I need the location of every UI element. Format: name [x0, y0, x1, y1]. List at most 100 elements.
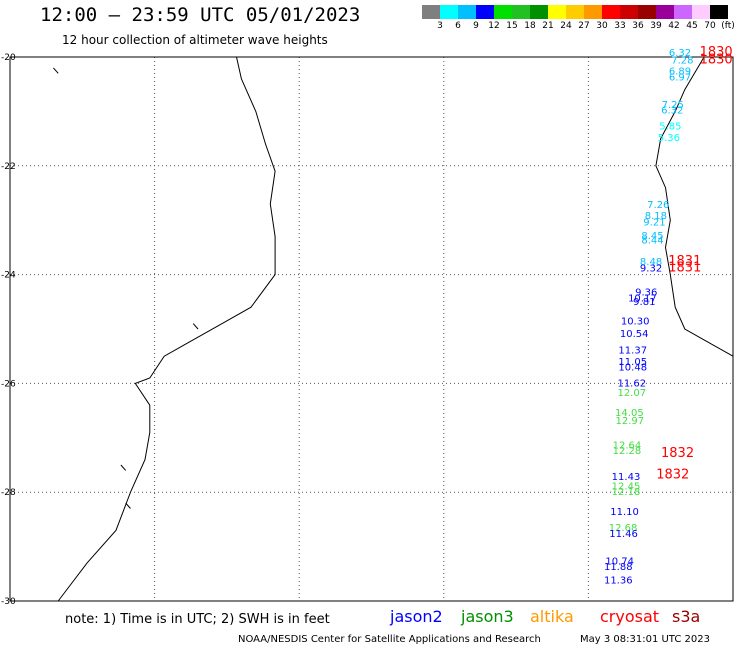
colorbar-swatch — [674, 5, 692, 19]
wave-height-value: 11.62 — [617, 379, 646, 390]
colorbar-swatch — [458, 5, 476, 19]
colorbar-label: 6 — [455, 21, 461, 31]
wave-height-value: 12.45 — [612, 481, 641, 492]
colorbar-swatch — [422, 5, 440, 19]
lat-tick-label: -28 — [1, 488, 16, 498]
wave-observations: 6.327.286.896.977.256.325.855.367.268.18… — [604, 48, 694, 587]
colorbar-swatch — [494, 5, 512, 19]
wave-height-value: 5.85 — [659, 121, 681, 132]
wave-height-value: 12.28 — [613, 446, 642, 457]
colorbar-swatch — [440, 5, 458, 19]
colorbar-swatch — [476, 5, 494, 19]
colorbar-label: 24 — [560, 21, 572, 31]
colorbar — [422, 5, 728, 19]
colorbar-swatch — [548, 5, 566, 19]
colorbar-swatch — [584, 5, 602, 19]
legend-jason3: jason3 — [461, 607, 514, 626]
wave-height-value: 6.89 — [669, 66, 691, 77]
wave-height-value: 8.44 — [641, 236, 663, 247]
legend-s3a: s3a — [672, 607, 701, 626]
wave-height-value: 8.18 — [645, 211, 667, 222]
colorbar-label: (ft) — [721, 21, 735, 31]
lat-tick-label: -26 — [1, 379, 16, 389]
colorbar-swatch — [620, 5, 638, 19]
wave-height-value: 12.97 — [616, 416, 645, 427]
wave-height-value: 11.36 — [604, 576, 633, 587]
wave-height-value: 10.54 — [620, 329, 649, 340]
colorbar-label: 30 — [596, 21, 608, 31]
coastline-island — [120, 464, 127, 471]
colorbar-label: 27 — [578, 21, 590, 31]
colorbar-swatch — [710, 5, 728, 19]
footer-timestamp: May 3 08:31:01 UTC 2023 — [580, 634, 710, 645]
wave-height-value: 7.26 — [647, 200, 669, 211]
legend-jason2: jason2 — [390, 607, 443, 626]
wave-height-value: 9.81 — [633, 297, 655, 308]
colorbar-label: 9 — [473, 21, 479, 31]
wave-height-value: 10.74 — [605, 557, 634, 568]
wave-height-value: 12.64 — [613, 441, 642, 452]
pass-number-label: 1832 — [661, 446, 694, 461]
pass-number-label: 1830 — [700, 45, 733, 60]
wave-height-value: 9.36 — [635, 287, 657, 298]
wave-height-value: 11.37 — [618, 345, 647, 356]
wave-height-value: 10.17 — [628, 293, 657, 304]
colorbar-swatch — [530, 5, 548, 19]
colorbar-labels: 3 6 9 12 15 18 21 24 27 30 33 36 39 42 45 70 (ft) — [422, 21, 740, 33]
wave-height-value: 6.97 — [669, 72, 691, 83]
lat-tick-label: -24 — [1, 271, 16, 281]
colorbar-label: 21 — [542, 21, 554, 31]
wave-height-value: 14.05 — [615, 408, 644, 419]
page-subtitle: 12 hour collection of altimeter wave hei… — [62, 33, 328, 47]
pass-number-label: 1830 — [700, 53, 733, 68]
colorbar-swatch — [512, 5, 530, 19]
coastline-island — [53, 67, 59, 74]
colorbar-swatch — [566, 5, 584, 19]
colorbar-label: 33 — [614, 21, 626, 31]
wave-height-value: 7.25 — [662, 100, 684, 111]
map-frame — [9, 56, 734, 602]
wave-height-value: 11.05 — [618, 357, 647, 368]
colorbar-label: 70 — [704, 21, 716, 31]
wave-height-value: 11.46 — [609, 529, 638, 540]
footer-note: note: 1) Time is in UTC; 2) SWH is in fe… — [65, 612, 330, 627]
colorbar-label: 39 — [650, 21, 662, 31]
colorbar-label: 15 — [506, 21, 518, 31]
wave-height-value: 8.48 — [640, 257, 662, 268]
wave-height-value: 11.88 — [604, 562, 633, 573]
colorbar-label: 36 — [632, 21, 644, 31]
wave-height-value: 8.45 — [641, 231, 663, 242]
pass-number-label: 1832 — [656, 468, 689, 483]
wave-height-value: 9.21 — [643, 218, 665, 229]
colorbar-swatch — [656, 5, 674, 19]
colorbar-label: 42 — [668, 21, 680, 31]
wave-height-value: 10.30 — [621, 317, 650, 328]
coastline-island — [125, 502, 131, 509]
colorbar-swatch — [602, 5, 620, 19]
footer-credit: NOAA/NESDIS Center for Satellite Applica… — [238, 634, 541, 645]
coastlines — [53, 56, 734, 602]
wave-height-value: 12.18 — [612, 487, 641, 498]
colorbar-swatch — [638, 5, 656, 19]
pass-number-label: 1831 — [668, 260, 701, 275]
legend-cryosat: cryosat — [600, 607, 660, 626]
colorbar-label: 12 — [488, 21, 500, 31]
wave-height-value: 7.28 — [671, 56, 693, 67]
legend-altika: altika — [530, 607, 574, 626]
wave-height-value: 9.32 — [640, 263, 662, 274]
coastline-island — [192, 323, 199, 330]
wave-height-value: 5.36 — [658, 133, 680, 144]
colorbar-label: 18 — [524, 21, 536, 31]
colorbar-label: 45 — [686, 21, 698, 31]
wave-height-value: 6.32 — [661, 106, 683, 117]
colorbar-label: 3 — [437, 21, 443, 31]
lat-tick-label: -20 — [1, 53, 16, 63]
lat-tick-label: -30 — [1, 597, 16, 605]
pass-number-label: 1831 — [668, 254, 701, 269]
wave-height-value: 11.43 — [612, 472, 641, 483]
colorbar-swatch — [692, 5, 710, 19]
coastline-madagascar — [655, 56, 734, 357]
